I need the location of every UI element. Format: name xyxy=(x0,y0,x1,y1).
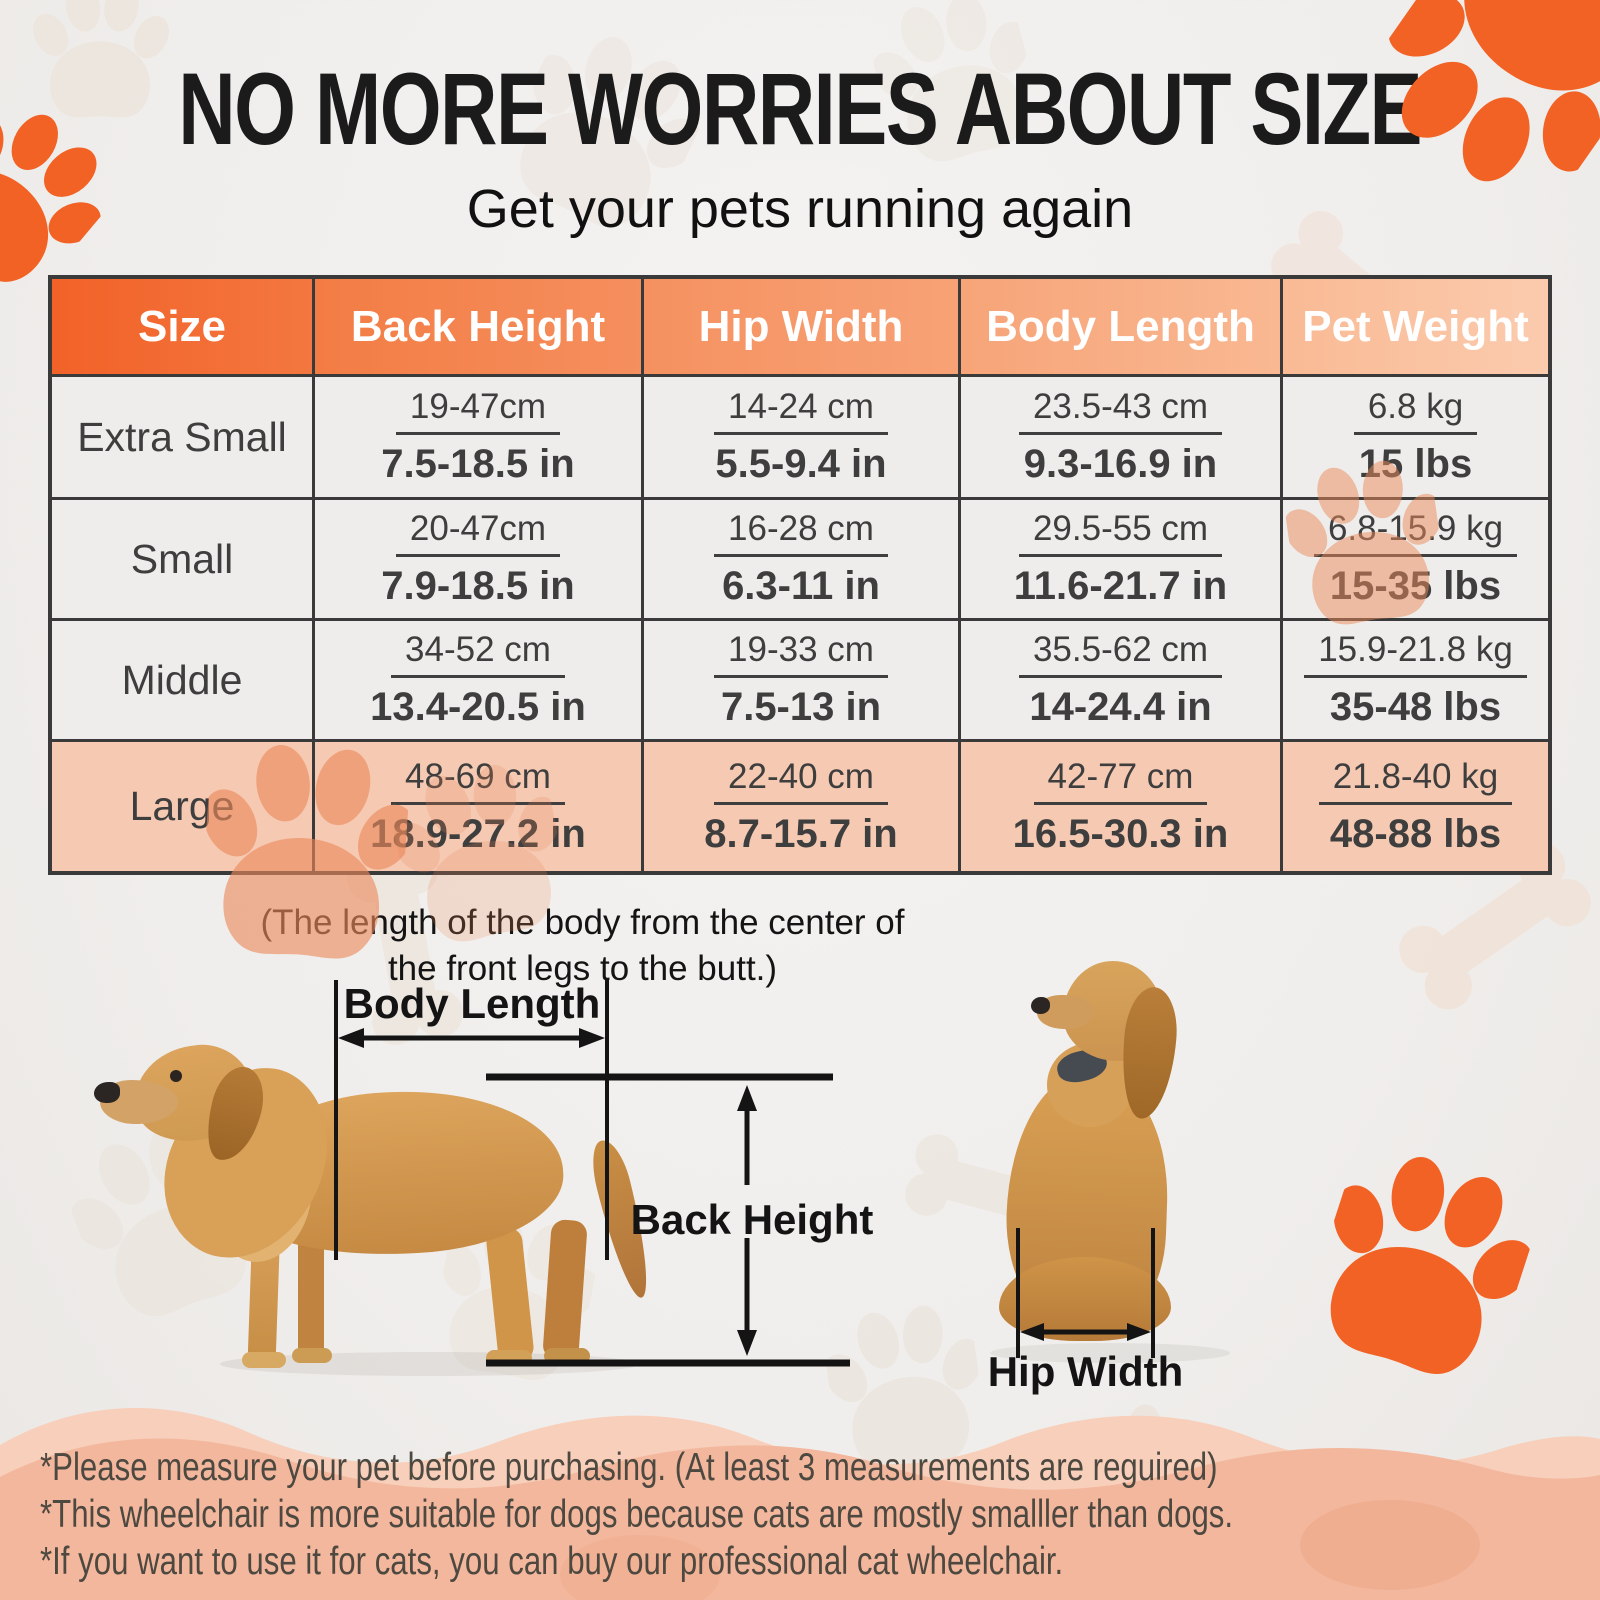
metric-value: 21.8-40 kg xyxy=(1318,757,1513,805)
imperial-value: 7.9-18.5 in xyxy=(381,564,575,608)
size-cell: Large xyxy=(52,742,312,871)
measurement-cell: 35.5-62 cm 14-24.4 in xyxy=(961,621,1280,739)
column-header-hip-width: Hip Width xyxy=(644,279,958,374)
measurement-cell: 48-69 cm 18.9-27.2 in xyxy=(315,742,641,871)
measurement-cell: 19-33 cm 7.5-13 in xyxy=(644,621,958,739)
measurement-cell: 19-47cm 7.5-18.5 in xyxy=(315,377,641,497)
imperial-value: 15-35 lbs xyxy=(1329,564,1502,608)
column-header-body-length: Body Length xyxy=(961,279,1280,374)
footnote-line: *If you want to use it for cats, you can… xyxy=(40,1540,1064,1583)
metric-value: 19-47cm xyxy=(395,387,561,435)
measurement-cell: 23.5-43 cm 9.3-16.9 in xyxy=(961,377,1280,497)
metric-value: 14-24 cm xyxy=(714,387,888,435)
paw-print-icon xyxy=(1294,1128,1551,1398)
imperial-value: 7.5-18.5 in xyxy=(381,442,575,486)
size-label: Extra Small xyxy=(77,413,287,460)
metric-value: 6.8 kg xyxy=(1353,387,1478,435)
imperial-value: 48-88 lbs xyxy=(1329,811,1502,856)
measurement-cell: 16-28 cm 6.3-11 in xyxy=(644,500,958,618)
size-label: Middle xyxy=(121,656,243,703)
dog-hind-leg xyxy=(485,1226,535,1364)
footnote-line: *Please measure your pet before purchasi… xyxy=(40,1446,1218,1489)
column-header-size: Size xyxy=(52,279,312,374)
footnote-line: *This wheelchair is more suitable for do… xyxy=(40,1493,1234,1536)
footnotes: *Please measure your pet before purchasi… xyxy=(40,1444,1233,1585)
dog-nose xyxy=(94,1082,120,1103)
measurement-cell: 14-24 cm 5.5-9.4 in xyxy=(644,377,958,497)
measurement-cell: 42-77 cm 16.5-30.3 in xyxy=(961,742,1280,871)
hip-width-label: Hip Width xyxy=(987,1348,1184,1395)
metric-value: 6.8-15.9 kg xyxy=(1313,509,1518,557)
metric-value: 48-69 cm xyxy=(391,757,565,805)
imperial-value: 11.6-21.7 in xyxy=(1013,564,1228,608)
size-cell: Small xyxy=(52,500,312,618)
imperial-value: 13.4-20.5 in xyxy=(370,685,586,729)
measurement-cell: 29.5-55 cm 11.6-21.7 in xyxy=(961,500,1280,618)
imperial-value: 7.5-13 in xyxy=(720,685,882,729)
measurement-cell: 21.8-40 kg 48-88 lbs xyxy=(1283,742,1548,871)
page-subtitle: Get your pets running again xyxy=(466,179,1134,239)
imperial-value: 15 lbs xyxy=(1358,442,1473,486)
measurement-cell: 6.8 kg 15 lbs xyxy=(1283,377,1548,497)
imperial-value: 8.7-15.7 in xyxy=(704,811,898,856)
sitting-dog-illustration xyxy=(985,955,1235,1375)
metric-value: 20-47cm xyxy=(395,509,561,557)
dog-paw xyxy=(242,1352,286,1368)
dog-paw xyxy=(292,1348,332,1363)
standing-dog-illustration xyxy=(94,1020,670,1380)
size-label: Small xyxy=(130,535,234,582)
metric-value: 23.5-43 cm xyxy=(1018,387,1223,435)
metric-value: 29.5-55 cm xyxy=(1018,509,1223,557)
body-length-note: (The length of the body from the center … xyxy=(260,903,905,988)
column-header-back-height: Back Height xyxy=(315,279,641,374)
dog-shadow xyxy=(990,1343,1230,1363)
metric-value: 16-28 cm xyxy=(714,509,888,557)
imperial-value: 18.9-27.2 in xyxy=(370,811,586,856)
size-cell: Middle xyxy=(52,621,312,739)
measurement-cell: 34-52 cm 13.4-20.5 in xyxy=(315,621,641,739)
size-cell: Extra Small xyxy=(52,377,312,497)
dog-paw xyxy=(544,1348,590,1364)
body-length-label: Body Length xyxy=(343,980,601,1027)
imperial-value: 35-48 lbs xyxy=(1329,685,1502,729)
size-table: Size Back Height Hip Width Body Length P… xyxy=(48,275,1552,875)
metric-value: 19-33 cm xyxy=(714,630,888,678)
imperial-value: 16.5-30.3 in xyxy=(1012,811,1229,856)
imperial-value: 6.3-11 in xyxy=(722,564,880,608)
column-header-pet-weight: Pet Weight xyxy=(1283,279,1548,374)
imperial-value: 5.5-9.4 in xyxy=(715,442,887,486)
page-title: NO MORE WORRIES ABOUT SIZE xyxy=(178,52,1423,166)
metric-value: 22-40 cm xyxy=(714,757,888,805)
metric-value: 42-77 cm xyxy=(1033,757,1208,805)
back-height-label: Back Height xyxy=(630,1196,874,1243)
measurement-cell: 15.9-21.8 kg 35-48 lbs xyxy=(1283,621,1548,739)
metric-value: 35.5-62 cm xyxy=(1018,630,1223,678)
dog-paw xyxy=(486,1350,532,1366)
dog-eye xyxy=(170,1070,182,1082)
dog-hind-leg xyxy=(542,1218,588,1362)
imperial-value: 9.3-16.9 in xyxy=(1023,442,1218,486)
imperial-value: 14-24.4 in xyxy=(1029,685,1212,729)
measurement-cell: 6.8-15.9 kg 15-35 lbs xyxy=(1283,500,1548,618)
size-label: Large xyxy=(129,783,235,829)
measurement-cell: 20-47cm 7.9-18.5 in xyxy=(315,500,641,618)
dog-nose xyxy=(1031,997,1050,1014)
metric-value: 34-52 cm xyxy=(391,630,565,678)
measurement-cell: 22-40 cm 8.7-15.7 in xyxy=(644,742,958,871)
metric-value: 15.9-21.8 kg xyxy=(1304,630,1527,678)
